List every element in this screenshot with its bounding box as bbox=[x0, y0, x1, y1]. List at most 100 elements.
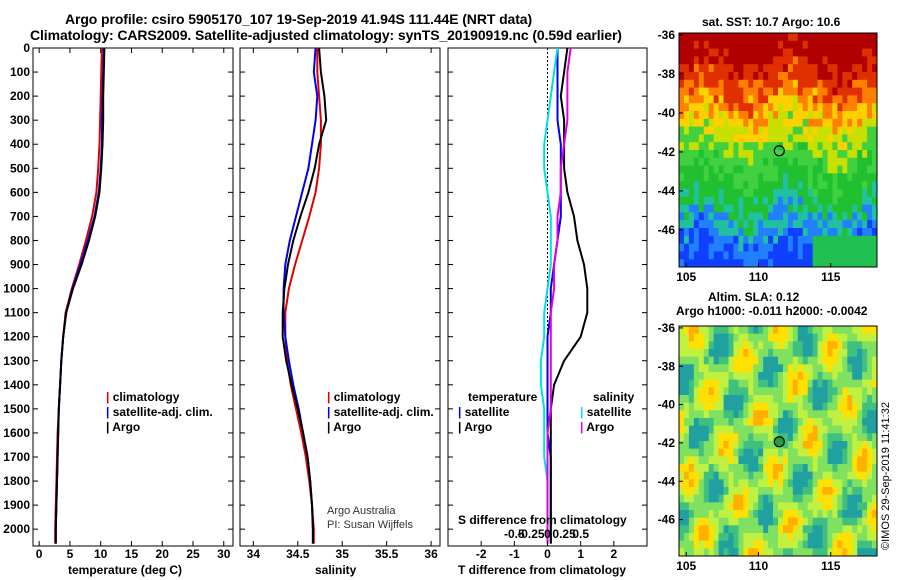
temperature-tick-label: 0 bbox=[36, 547, 43, 561]
temp-legend-satellite: | satellite-adj. clim. bbox=[106, 405, 213, 419]
diff-legend-sal-argo: | Argo bbox=[580, 420, 615, 434]
argo-location-marker bbox=[773, 436, 785, 448]
differences-from-climatology-temperature-satellite-line bbox=[546, 48, 562, 544]
sst-lat-tick-label: -46 bbox=[658, 223, 676, 237]
depth-tick-label: 1900 bbox=[3, 498, 30, 512]
differences-from-climatology-salinity-satellite-line bbox=[539, 47, 559, 544]
depth-tick-label: 1400 bbox=[3, 378, 30, 392]
sdiff-tick-label: -0.25 bbox=[517, 527, 545, 541]
sal-legend-satellite: | satellite-adj. clim. bbox=[327, 405, 434, 419]
sst-map-field bbox=[679, 33, 878, 268]
depth-tick-label: 0 bbox=[23, 41, 30, 55]
temp-legend-climatology: | climatology bbox=[106, 390, 180, 404]
salinity-tick-label: 35.5 bbox=[375, 547, 399, 561]
sla-lon-tick-label: 115 bbox=[821, 559, 841, 573]
temperature-xlabel: temperature (deg C) bbox=[68, 563, 183, 577]
depth-tick-label: 400 bbox=[10, 137, 30, 151]
difference-top-xlabel: S difference from climatology bbox=[458, 513, 627, 527]
difference-tick-label: 1 bbox=[577, 547, 584, 561]
depth-tick-label: 1800 bbox=[3, 474, 30, 488]
sst-lat-tick-label: -36 bbox=[658, 28, 676, 42]
sst-lat-tick-label: -42 bbox=[658, 145, 676, 159]
depth-tick-label: 300 bbox=[10, 113, 30, 127]
temp-legend-argo: | Argo bbox=[106, 420, 141, 434]
difference-tick-label: 0 bbox=[544, 547, 551, 561]
depth-tick-label: 1100 bbox=[4, 306, 30, 320]
sdiff-tick-label: 0 bbox=[544, 527, 551, 541]
sal-legend-climatology: | climatology bbox=[327, 390, 401, 404]
sla-map-title2: Argo h1000: -0.011 h2000: -0.0042 bbox=[676, 304, 868, 318]
difference-xlabel: T difference from climatology bbox=[458, 563, 627, 577]
sal-legend-argo: | Argo bbox=[327, 420, 362, 434]
sla-lat-tick-label: -44 bbox=[658, 474, 676, 488]
temperature-tick-label: 20 bbox=[156, 547, 170, 561]
sst-lon-tick-label: 115 bbox=[821, 270, 841, 284]
depth-tick-label: 1300 bbox=[3, 354, 30, 368]
argo-location-marker bbox=[773, 145, 785, 157]
temperature-tick-label: 5 bbox=[67, 547, 74, 561]
diff-legend-temp-satellite: | satellite bbox=[458, 405, 510, 419]
sla-lon-tick-label: 105 bbox=[676, 559, 696, 573]
depth-tick-label: 800 bbox=[10, 233, 30, 247]
depth-tick-label: 900 bbox=[10, 258, 30, 272]
depth-tick-label: 200 bbox=[10, 89, 30, 103]
depth-tick-label: 500 bbox=[10, 161, 30, 175]
sla-lat-tick-label: -42 bbox=[658, 436, 676, 450]
salinity-tick-label: 34 bbox=[247, 547, 261, 561]
sla-lon-tick-label: 110 bbox=[749, 559, 769, 573]
sla-map-field bbox=[679, 326, 878, 557]
sdiff-tick-label: 0.25 bbox=[552, 527, 576, 541]
depth-tick-label: 700 bbox=[10, 209, 30, 223]
sla-lat-tick-label: -38 bbox=[658, 359, 676, 373]
sla-map-frame bbox=[678, 325, 878, 557]
temperature-climatology-line bbox=[54, 47, 103, 544]
sst-lon-tick-label: 105 bbox=[676, 270, 696, 284]
sla-lat-tick-label: -40 bbox=[658, 398, 676, 412]
depth-tick-label: 600 bbox=[10, 185, 30, 199]
salinity-tick-label: 36 bbox=[424, 547, 438, 561]
difference-tick-label: -1 bbox=[509, 547, 520, 561]
imos-stamp: ©IMOS 29-Sep-2019 11:41:32 bbox=[880, 402, 892, 550]
diff-legend-temp-title: temperature bbox=[468, 390, 538, 404]
salinity-climatology-line bbox=[284, 48, 322, 544]
temperature-tick-label: 10 bbox=[94, 547, 108, 561]
sdiff-tick-label: 0.5 bbox=[572, 527, 589, 541]
salinity-tick-label: 35 bbox=[336, 547, 350, 561]
depth-tick-label: 2000 bbox=[3, 522, 30, 536]
sdiff-tick-label: -0.5 bbox=[504, 527, 525, 541]
sst-lat-tick-label: -38 bbox=[658, 67, 676, 81]
differences-from-climatology-temperature-argo-line bbox=[549, 47, 589, 544]
salinity-tick-label: 34.5 bbox=[286, 547, 310, 561]
sla-map-title1: Altim. SLA: 0.12 bbox=[708, 290, 800, 304]
credit-pi: PI: Susan Wijffels bbox=[327, 519, 413, 531]
diff-legend-sal-satellite: | satellite bbox=[580, 405, 632, 419]
depth-tick-label: 1000 bbox=[3, 282, 30, 296]
depth-tick-label: 1600 bbox=[3, 426, 30, 440]
depth-tick-label: 100 bbox=[10, 65, 30, 79]
diff-legend-temp-argo: | Argo bbox=[458, 420, 493, 434]
difference-tick-label: -2 bbox=[476, 547, 487, 561]
salinity-xlabel: salinity bbox=[315, 563, 357, 577]
depth-tick-label: 1700 bbox=[3, 450, 30, 464]
sst-map-frame bbox=[678, 32, 878, 268]
sst-map-title: sat. SST: 10.7 Argo: 10.6 bbox=[702, 15, 841, 29]
depth-tick-label: 1200 bbox=[3, 330, 30, 344]
temperature-tick-label: 25 bbox=[186, 547, 200, 561]
differences-from-climatology-salinity-argo-line bbox=[546, 47, 572, 544]
figure-title-line1: Argo profile: csiro 5905170_107 19-Sep-2… bbox=[65, 11, 533, 27]
salinity-argo-line bbox=[281, 47, 328, 544]
sla-lat-tick-label: -36 bbox=[658, 321, 676, 335]
temperature-satellite-adj-clim--line bbox=[54, 47, 105, 544]
temperature-tick-label: 15 bbox=[125, 547, 139, 561]
temperature-axes-frame bbox=[32, 47, 234, 547]
temperature-tick-label: 30 bbox=[217, 547, 231, 561]
sst-lat-tick-label: -44 bbox=[658, 184, 676, 198]
credit-argo-australia: Argo Australia bbox=[327, 505, 396, 517]
diff-legend-sal-title: salinity bbox=[593, 390, 635, 404]
difference-tick-label: 2 bbox=[610, 547, 617, 561]
figure-title-line2: Climatology: CARS2009. Satellite-adjuste… bbox=[30, 27, 622, 43]
salinity-axes-frame bbox=[239, 47, 441, 547]
temperature-argo-line bbox=[54, 47, 106, 544]
depth-tick-label: 1500 bbox=[3, 402, 30, 416]
